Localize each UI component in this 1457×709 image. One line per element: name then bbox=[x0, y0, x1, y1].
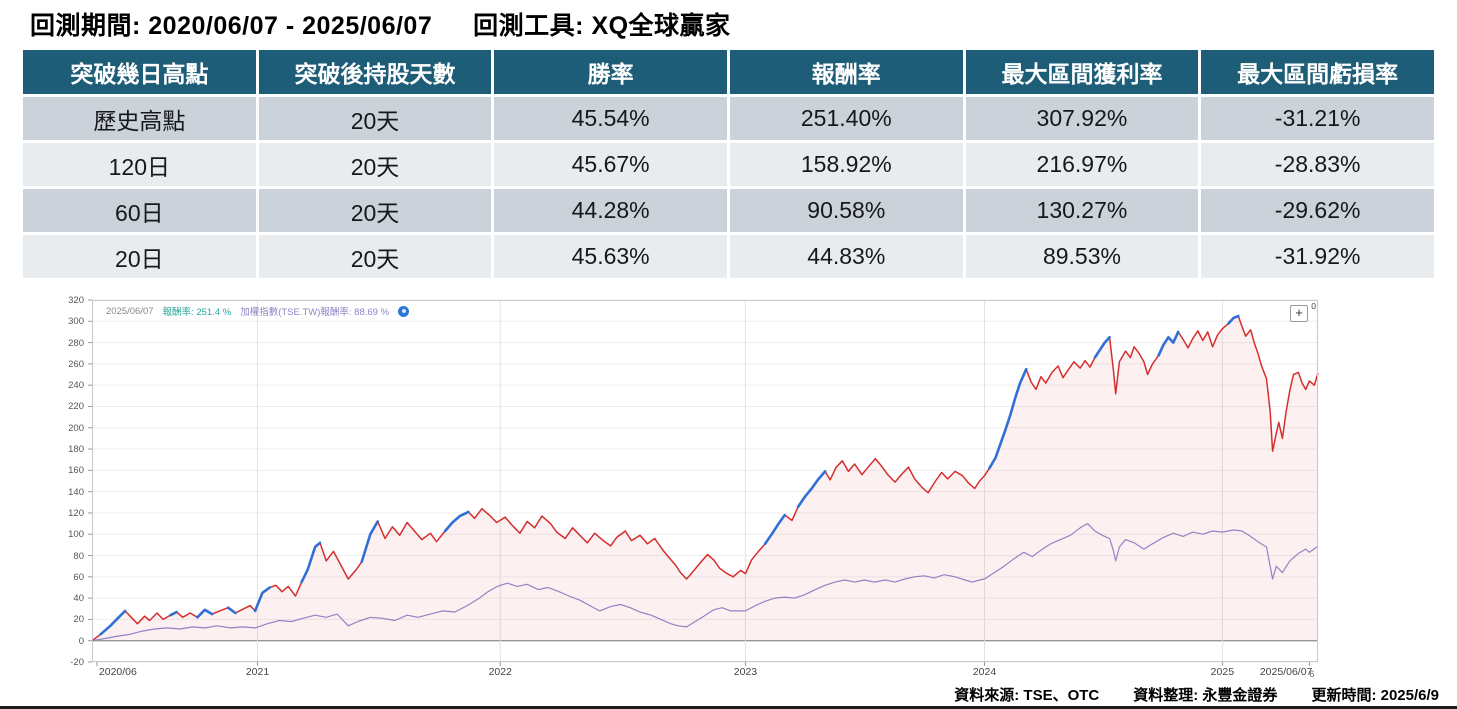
backtest-period-label: 回測期間: bbox=[30, 12, 141, 40]
y-tick-label: 220 bbox=[68, 401, 84, 413]
footer: 資料來源: TSE、OTC 資料整理: 永豐金證券 更新時間: 2025/6/9 bbox=[954, 684, 1439, 705]
y-tick-label: 300 bbox=[68, 316, 84, 328]
legend-strategy-return: 報酬率: 251.4 % bbox=[162, 307, 232, 318]
update-time: 更新時間: 2025/6/9 bbox=[1311, 687, 1439, 704]
table-header-cell: 最大區間虧損率 bbox=[1198, 47, 1437, 97]
table-cell: 20天 bbox=[255, 186, 495, 235]
table-cell: 45.67% bbox=[491, 140, 730, 189]
legend-index-return: 加權指數(TSE.TW)報酬率: 88.69 % bbox=[240, 307, 390, 318]
table-header-cell: 勝率 bbox=[491, 47, 730, 97]
table-cell: 45.63% bbox=[491, 232, 730, 281]
x-tick-label: 2025/06/076 bbox=[1259, 666, 1315, 679]
legend-date: 2025/06/07 bbox=[106, 305, 154, 317]
table-row: 60日 20天 44.28% 90.58% 130.27% -29.62% bbox=[20, 186, 1437, 235]
y-tick-label: 240 bbox=[68, 380, 84, 392]
table-cell: 216.97% bbox=[962, 140, 1202, 189]
table-cell: 120日 bbox=[20, 140, 259, 189]
y-tick-label: 260 bbox=[68, 358, 84, 370]
table-cell: 20天 bbox=[255, 140, 495, 189]
table-cell: 130.27% bbox=[962, 186, 1202, 235]
zoom-badge: 0 bbox=[1311, 301, 1316, 311]
table-cell: 251.40% bbox=[726, 94, 966, 143]
table-cell: 158.92% bbox=[726, 140, 966, 189]
chart-canvas[interactable] bbox=[88, 299, 1319, 666]
y-tick-label: 120 bbox=[68, 507, 84, 519]
table-header-cell: 報酬率 bbox=[726, 47, 966, 97]
y-tick-label: 200 bbox=[68, 422, 84, 434]
table-cell: 45.54% bbox=[491, 94, 730, 143]
x-tick-label: 2023 bbox=[733, 666, 758, 678]
backtest-period-value: 2020/06/07 - 2025/06/07 bbox=[148, 12, 433, 40]
backtest-tool-value: XQ全球贏家 bbox=[591, 12, 731, 40]
table-row: 120日 20天 45.67% 158.92% 216.97% -28.83% bbox=[20, 140, 1437, 189]
y-tick-label: 180 bbox=[68, 444, 84, 456]
backtest-results-table: 突破幾日高點 突破後持股天數 勝率 報酬率 最大區間獲利率 最大區間虧損率 歷史高點 20天… bbox=[20, 47, 1437, 281]
chart-settings-icon[interactable] bbox=[398, 305, 410, 317]
y-tick-label: 80 bbox=[73, 550, 84, 562]
table-cell: 89.53% bbox=[962, 232, 1202, 281]
y-tick-label: 320 bbox=[68, 295, 84, 306]
y-tick-label: 280 bbox=[68, 337, 84, 349]
chart-plot[interactable]: 2025/06/07 報酬率: 251.4 % 加權指數(TSE.TW)報酬率:… bbox=[88, 299, 1319, 666]
table-cell: 90.58% bbox=[726, 186, 966, 235]
y-tick-label: 40 bbox=[73, 593, 84, 605]
x-tick-overlap-label: 6 bbox=[1309, 669, 1315, 679]
table-cell: 20日 bbox=[20, 232, 259, 281]
zoom-in-button[interactable]: + bbox=[1290, 305, 1308, 322]
table-cell: 歷史高點 bbox=[20, 94, 259, 143]
table-header-cell: 突破後持股天數 bbox=[255, 47, 495, 97]
table-header-cell: 突破幾日高點 bbox=[20, 47, 259, 97]
table-cell: 307.92% bbox=[962, 94, 1202, 143]
table-cell: -31.21% bbox=[1198, 94, 1437, 143]
y-tick-label: 0 bbox=[78, 635, 84, 647]
y-tick-label: 100 bbox=[68, 529, 84, 541]
y-tick-label: 160 bbox=[68, 465, 84, 477]
table-row: 歷史高點 20天 45.54% 251.40% 307.92% -31.21% bbox=[20, 94, 1437, 143]
backtest-tool-label: 回測工具: bbox=[473, 12, 584, 40]
table-row: 20日 20天 45.63% 44.83% 89.53% -31.92% bbox=[20, 232, 1437, 281]
y-tick-label: 60 bbox=[73, 571, 84, 583]
table-cell: -28.83% bbox=[1198, 140, 1437, 189]
table-cell: 20天 bbox=[255, 232, 495, 281]
table-cell: -31.92% bbox=[1198, 232, 1437, 281]
data-source: 資料來源: TSE、OTC bbox=[954, 687, 1100, 704]
y-tick-label: 140 bbox=[68, 486, 84, 498]
table-cell: 20天 bbox=[255, 94, 495, 143]
x-tick-label: 2020/06 bbox=[98, 666, 137, 678]
table-cell: 44.28% bbox=[491, 186, 730, 235]
x-tick-label: 2025 bbox=[1210, 666, 1235, 678]
page-title: 回測期間: 2020/06/07 - 2025/06/07 回測工具: XQ全球… bbox=[30, 6, 731, 42]
x-tick-label: 2024 bbox=[972, 666, 997, 678]
x-tick-label: 2021 bbox=[245, 666, 270, 678]
table-cell: 60日 bbox=[20, 186, 259, 235]
x-tick-label: 2022 bbox=[488, 666, 512, 678]
data-editor: 資料整理: 永豐金證券 bbox=[1133, 687, 1278, 704]
y-tick-label: 20 bbox=[73, 614, 84, 626]
table-cell: -29.62% bbox=[1198, 186, 1437, 235]
bottom-divider bbox=[0, 706, 1457, 709]
chart-legend: 2025/06/07 報酬率: 251.4 % 加權指數(TSE.TW)報酬率:… bbox=[106, 304, 410, 318]
table-header-cell: 最大區間獲利率 bbox=[962, 47, 1202, 97]
table-cell: 44.83% bbox=[726, 232, 966, 281]
table-body: 歷史高點 20天 45.54% 251.40% 307.92% -31.21% 120日 20… bbox=[20, 94, 1437, 281]
y-tick-label: -20 bbox=[70, 657, 84, 668]
table-header-row: 突破幾日高點 突破後持股天數 勝率 報酬率 最大區間獲利率 最大區間虧損率 bbox=[20, 47, 1437, 97]
